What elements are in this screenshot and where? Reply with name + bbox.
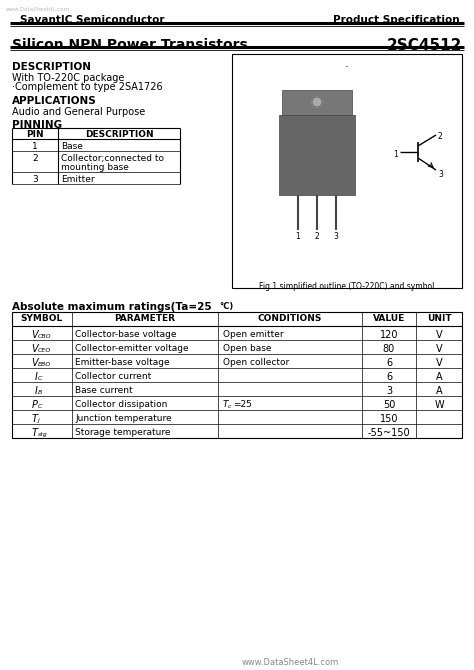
- Text: 1: 1: [32, 142, 38, 151]
- Text: Fig.1 simplified outline (TO-220C) and symbol: Fig.1 simplified outline (TO-220C) and s…: [259, 282, 435, 291]
- Text: 150: 150: [380, 414, 398, 424]
- Text: CBO: CBO: [38, 334, 52, 339]
- Text: V: V: [31, 330, 38, 340]
- Text: V: V: [436, 330, 442, 340]
- Text: 3: 3: [334, 232, 338, 241]
- Text: Open base: Open base: [223, 344, 272, 353]
- Text: W: W: [434, 400, 444, 410]
- Text: 50: 50: [383, 400, 395, 410]
- Text: 6: 6: [386, 358, 392, 368]
- Text: A: A: [436, 372, 442, 382]
- Text: Audio and General Purpose: Audio and General Purpose: [12, 107, 145, 117]
- Text: T: T: [32, 414, 38, 424]
- Text: 3: 3: [32, 175, 38, 184]
- Bar: [282, 90, 352, 115]
- Text: T: T: [32, 428, 38, 438]
- Text: .: .: [345, 59, 349, 69]
- Text: 2: 2: [315, 232, 319, 241]
- Text: Emitter: Emitter: [61, 175, 95, 184]
- Text: PARAMETER: PARAMETER: [115, 314, 175, 323]
- Text: Emitter-base voltage: Emitter-base voltage: [75, 358, 170, 367]
- Text: Open emitter: Open emitter: [223, 330, 283, 339]
- Text: I: I: [35, 372, 38, 382]
- Text: P: P: [32, 400, 38, 410]
- Text: EBO: EBO: [38, 362, 51, 367]
- Text: With TO-220C package: With TO-220C package: [12, 73, 124, 83]
- Text: www.DataSheet4L.com: www.DataSheet4L.com: [6, 7, 70, 12]
- Text: 3: 3: [438, 170, 443, 179]
- Text: B: B: [38, 390, 42, 395]
- Text: I: I: [35, 386, 38, 396]
- Text: SavantIC Semiconductor: SavantIC Semiconductor: [20, 15, 164, 25]
- Text: Junction temperature: Junction temperature: [75, 414, 172, 423]
- Text: Base: Base: [61, 142, 83, 151]
- Text: 2SC4512: 2SC4512: [387, 38, 462, 53]
- Text: ·Complement to type 2SA1726: ·Complement to type 2SA1726: [12, 82, 163, 92]
- Text: c: c: [228, 404, 231, 409]
- Text: PINNING: PINNING: [12, 120, 62, 130]
- Text: 80: 80: [383, 344, 395, 354]
- Text: mounting base: mounting base: [61, 163, 129, 172]
- Text: Collector-base voltage: Collector-base voltage: [75, 330, 176, 339]
- Text: V: V: [31, 358, 38, 368]
- Text: 120: 120: [380, 330, 398, 340]
- Text: 6: 6: [386, 372, 392, 382]
- Text: V: V: [436, 344, 442, 354]
- Text: °C): °C): [219, 302, 233, 311]
- Text: APPLICATIONS: APPLICATIONS: [12, 96, 97, 106]
- Text: Product Specification: Product Specification: [333, 15, 460, 25]
- Text: stg: stg: [38, 432, 48, 437]
- Text: Base current: Base current: [75, 386, 133, 395]
- Text: -55~150: -55~150: [368, 428, 410, 438]
- Text: Silicon NPN Power Transistors: Silicon NPN Power Transistors: [12, 38, 248, 52]
- Text: 2: 2: [32, 154, 38, 163]
- Text: =25: =25: [233, 400, 252, 409]
- Text: 1: 1: [393, 150, 398, 159]
- Circle shape: [312, 97, 322, 107]
- Text: SYMBOL: SYMBOL: [21, 314, 63, 323]
- Text: VALUE: VALUE: [373, 314, 405, 323]
- Text: www.DataSheet4L.com: www.DataSheet4L.com: [241, 658, 338, 667]
- Text: 3: 3: [386, 386, 392, 396]
- Text: T: T: [223, 400, 228, 409]
- Text: V: V: [436, 358, 442, 368]
- Text: PIN: PIN: [26, 130, 44, 139]
- Text: DESCRIPTION: DESCRIPTION: [12, 62, 91, 72]
- Text: Collector dissipation: Collector dissipation: [75, 400, 167, 409]
- Text: C: C: [38, 376, 42, 381]
- Text: 1: 1: [296, 232, 301, 241]
- Text: CEO: CEO: [38, 348, 51, 353]
- Text: C: C: [38, 404, 42, 409]
- Text: CONDITIONS: CONDITIONS: [258, 314, 322, 323]
- Text: Collector-emitter voltage: Collector-emitter voltage: [75, 344, 189, 353]
- Text: j: j: [38, 418, 40, 423]
- Text: Storage temperature: Storage temperature: [75, 428, 171, 437]
- Text: Collector;connected to: Collector;connected to: [61, 154, 164, 163]
- Bar: [232, 54, 462, 288]
- Text: Open collector: Open collector: [223, 358, 289, 367]
- Text: A: A: [436, 386, 442, 396]
- Text: DESCRIPTION: DESCRIPTION: [85, 130, 153, 139]
- Text: Absolute maximum ratings(Ta=25: Absolute maximum ratings(Ta=25: [12, 302, 211, 312]
- Text: UNIT: UNIT: [427, 314, 451, 323]
- Text: Collector current: Collector current: [75, 372, 151, 381]
- Text: 2: 2: [438, 132, 443, 141]
- Bar: [12, 312, 462, 438]
- Bar: [279, 115, 355, 195]
- Text: V: V: [31, 344, 38, 354]
